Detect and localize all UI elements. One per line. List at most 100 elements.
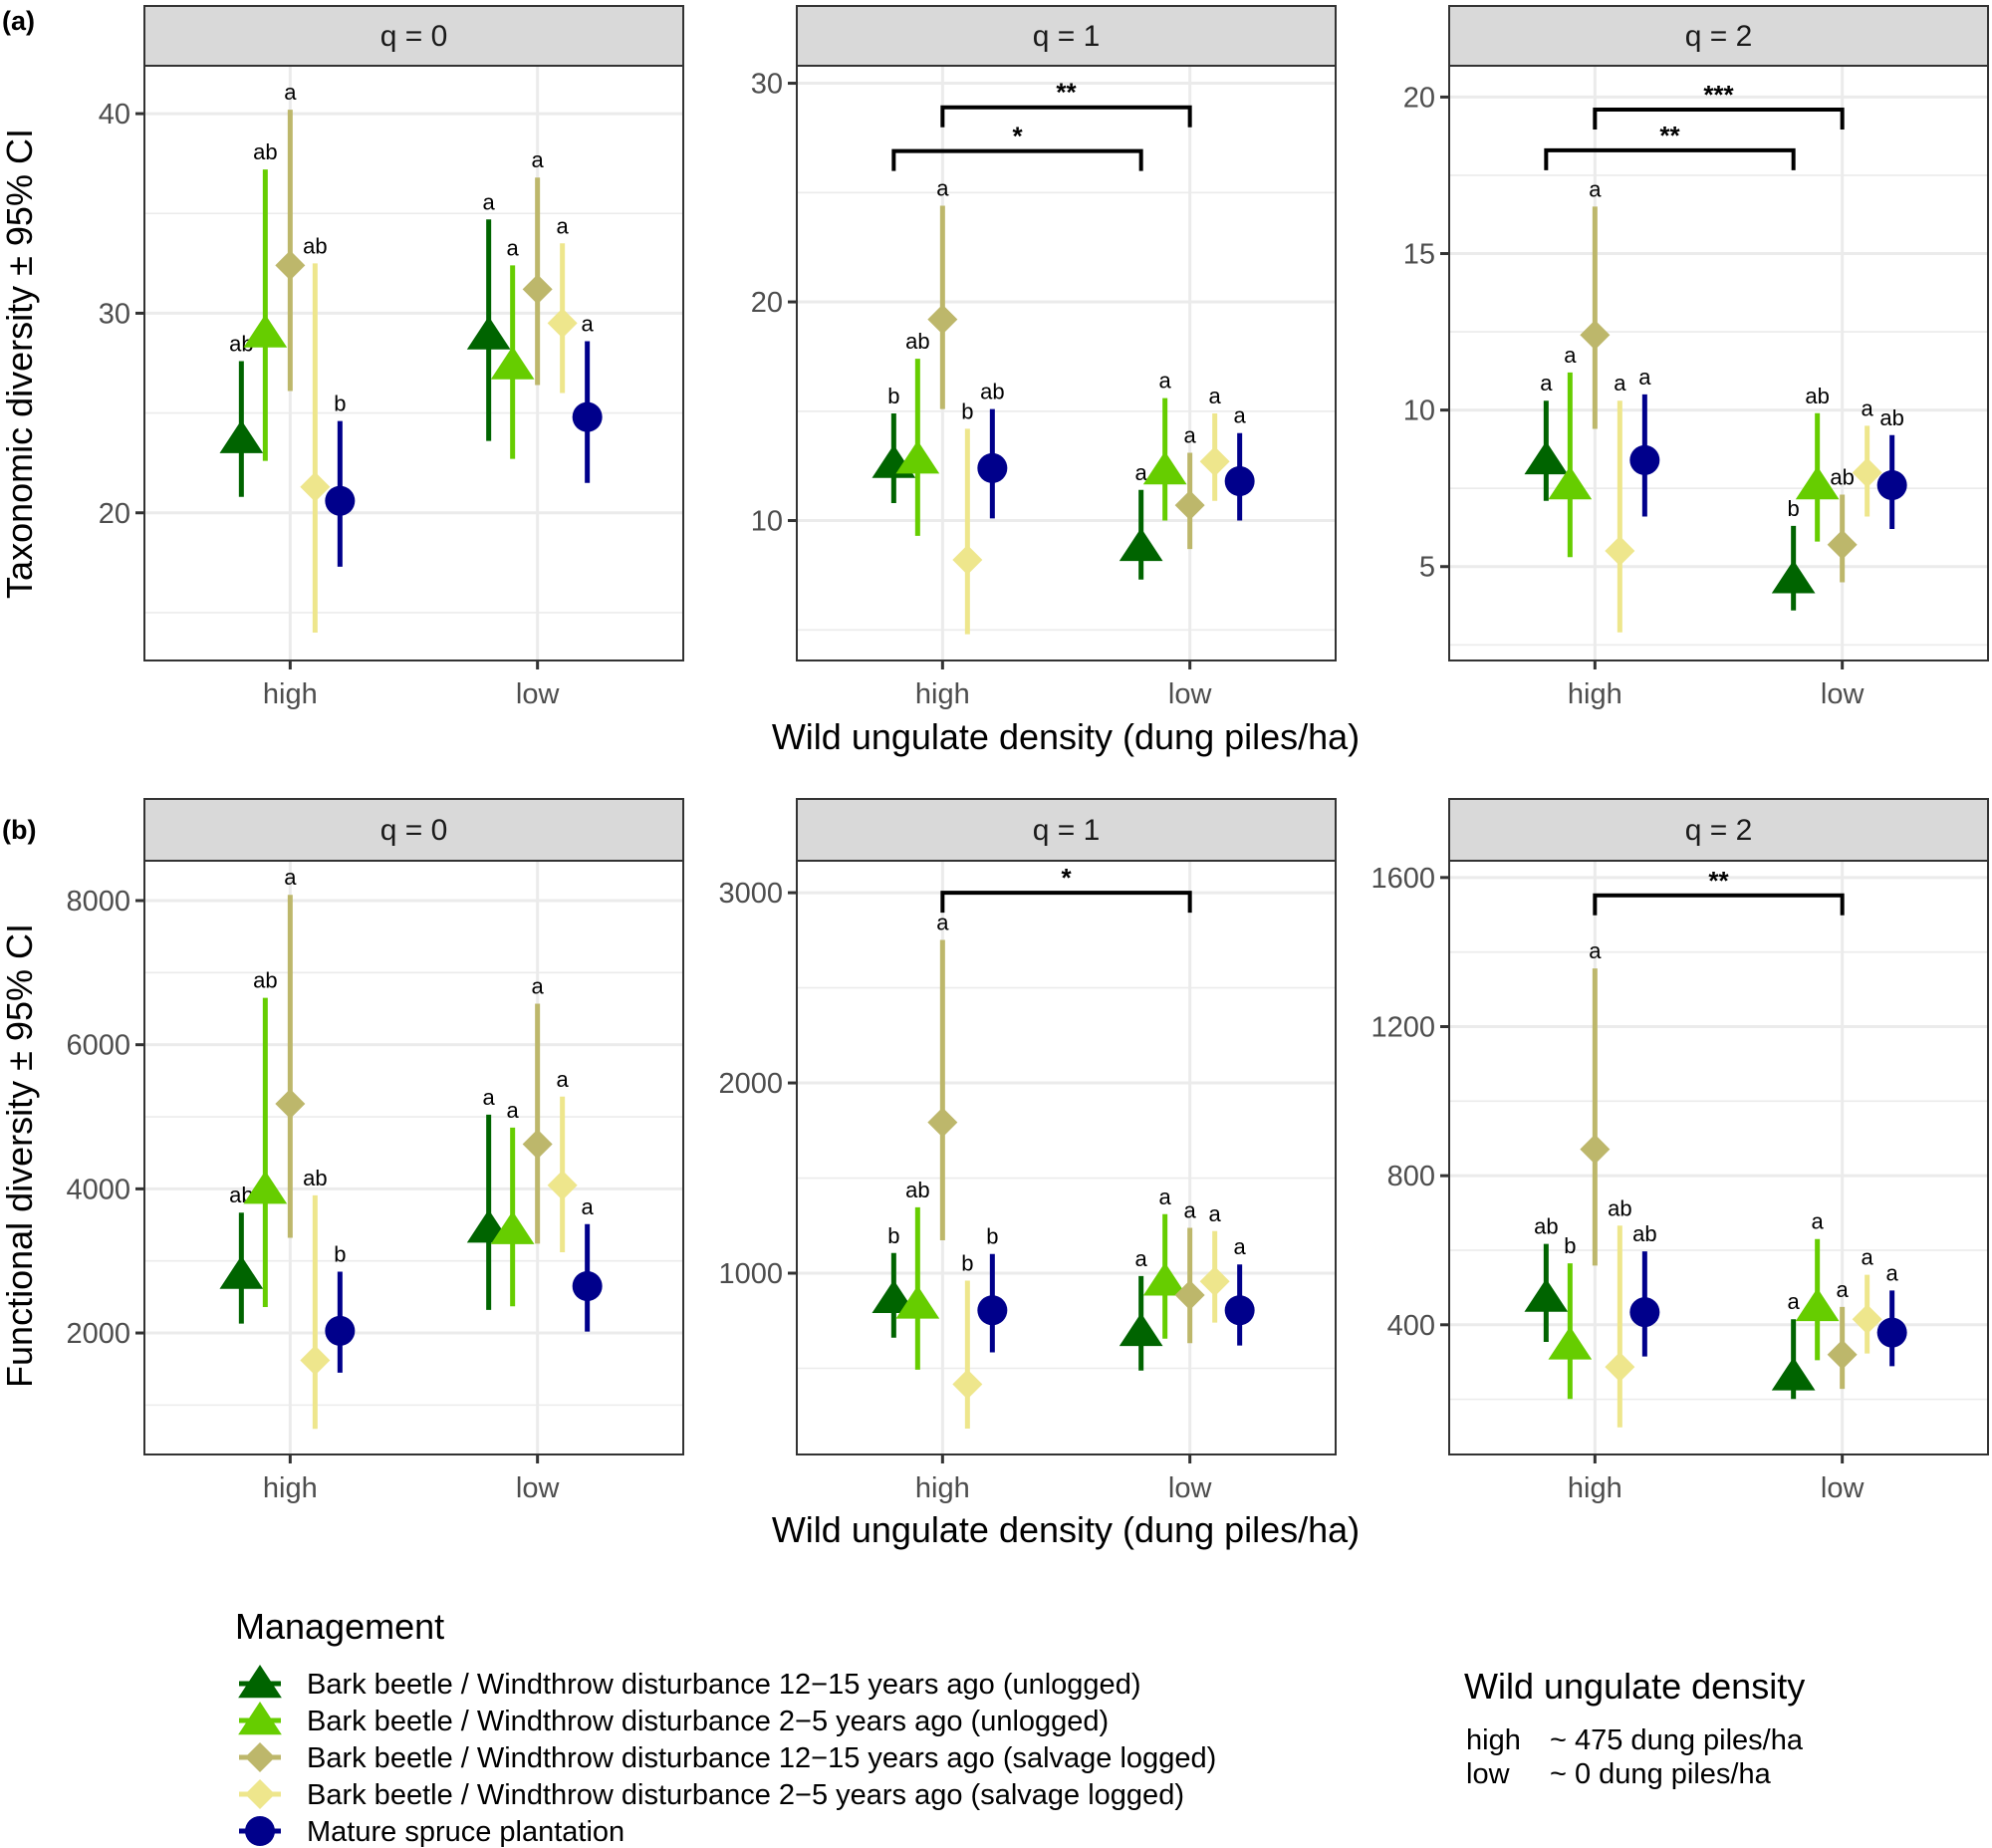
series-3: ab a: [1605, 1195, 1882, 1428]
x-tick-label-high: high: [263, 1472, 318, 1504]
significance-bracket: [940, 891, 1192, 914]
significance-letter: a: [1837, 1277, 1850, 1302]
point-circle: [1224, 466, 1255, 497]
point-triangle: [872, 1279, 916, 1314]
point-diamond: [1580, 1134, 1611, 1165]
facet-strip-label: q = 0: [380, 814, 448, 847]
significance-letter: ab: [1534, 1214, 1558, 1239]
significance-bracket-label: ***: [1703, 80, 1734, 110]
significance-letter: b: [961, 398, 973, 423]
y-tick-label: 2000: [66, 1318, 130, 1350]
series-1: ab a: [895, 329, 1187, 536]
significance-letter: a: [1812, 1209, 1825, 1234]
significance-bracket: [940, 105, 1192, 128]
series-0: ab: [1524, 371, 1816, 611]
significance-letter: ab: [1805, 384, 1829, 408]
significance-letter: a: [1159, 369, 1172, 394]
series-4: aab: [1629, 365, 1907, 530]
significance-letter: a: [1589, 176, 1602, 201]
point-diamond: [300, 471, 331, 502]
significance-letter: a: [507, 1098, 520, 1123]
significance-letter: a: [1788, 1289, 1801, 1314]
panel-border: [1448, 860, 1989, 1455]
y-tick-label: 400: [1387, 1310, 1435, 1342]
series-2: aa: [927, 910, 1205, 1344]
point-diamond: [1174, 1279, 1205, 1310]
point-diamond: [927, 1107, 958, 1138]
x-axis-title-row-a: Wild ungulate density (dung piles/ha): [772, 716, 1360, 757]
legend-key-circle-icon: [245, 1816, 275, 1846]
facet-strip-label: q = 1: [1033, 814, 1101, 847]
legend-density: Wild ungulate density high ~ 475 dung pi…: [1464, 1666, 1805, 1790]
series-2: a ab: [1580, 176, 1858, 583]
panel-border: [1448, 65, 1989, 661]
y-tick-label: 20: [751, 287, 783, 319]
series-2: aa: [275, 865, 553, 1244]
significance-letter: ab: [253, 139, 277, 164]
significance-bracket: [1593, 893, 1845, 916]
point-diamond: [1580, 320, 1611, 351]
significance-bracket-label: *: [1061, 863, 1072, 893]
significance-letter: a: [1209, 1201, 1222, 1226]
legend-density-value-low: ~ 0 dung piles/ha: [1550, 1758, 1772, 1790]
point-circle: [1876, 470, 1907, 501]
significance-letter: ab: [303, 1166, 327, 1190]
legend-management: Management Bark beetle / Windthrow distu…: [235, 1606, 1216, 1848]
y-tick-label: 800: [1387, 1161, 1435, 1192]
significance-letter: ab: [1879, 405, 1903, 430]
point-triangle: [1119, 1312, 1163, 1347]
point-diamond: [1852, 1304, 1882, 1335]
legend-item-label: Bark beetle / Windthrow disturbance 2−5 …: [307, 1706, 1109, 1737]
significance-letter: a: [1234, 1234, 1247, 1259]
point-circle: [572, 401, 603, 432]
point-circle: [1224, 1295, 1255, 1326]
point-triangle: [1524, 440, 1569, 475]
point-diamond: [522, 274, 553, 305]
point-diamond: [300, 1345, 331, 1376]
significance-letter: a: [1862, 1245, 1874, 1270]
series-0: ba: [872, 1223, 1163, 1371]
point-diamond: [522, 1129, 553, 1160]
facet-strip: [796, 798, 1337, 862]
facet-strip: [1448, 798, 1989, 862]
point-circle: [325, 1315, 356, 1346]
legend-item-label: Mature spruce plantation: [307, 1816, 624, 1848]
significance-letter: a: [1614, 371, 1626, 396]
point-circle: [325, 485, 356, 516]
point-diamond: [1174, 490, 1205, 521]
significance-letter: a: [557, 1067, 570, 1092]
point-triangle: [490, 346, 535, 380]
panel-border: [143, 65, 684, 661]
series-4: ba: [325, 1194, 603, 1373]
facet-strip-label: q = 1: [1033, 20, 1101, 53]
significance-letter: ab: [905, 329, 929, 354]
significance-letter: b: [334, 392, 346, 416]
y-tick-label: 10: [751, 506, 783, 538]
point-diamond: [1827, 1339, 1858, 1370]
x-tick-label-low: low: [516, 1472, 561, 1504]
series-4: ab a: [1629, 1221, 1907, 1367]
point-circle: [1629, 1297, 1660, 1328]
x-tick-label-high: high: [263, 678, 318, 710]
facet-strip: [143, 5, 684, 67]
significance-letter: b: [1564, 1233, 1576, 1258]
significance-letter: a: [936, 175, 949, 200]
series-0: ba: [872, 384, 1163, 580]
significance-letter: a: [1184, 1198, 1197, 1223]
point-triangle: [219, 419, 264, 453]
significance-letter: ab: [905, 1178, 929, 1202]
plot-area: [144, 861, 683, 1454]
legend-item: Bark beetle / Windthrow disturbance 2−5 …: [239, 1779, 1184, 1811]
series-0: ab a: [1524, 1214, 1816, 1400]
y-tick-label: 40: [99, 99, 130, 131]
legend-management-title: Management: [235, 1606, 444, 1647]
point-triangle: [1119, 527, 1163, 562]
legend-item: Bark beetle / Windthrow disturbance 12−1…: [239, 1742, 1216, 1774]
x-tick-label-high: high: [1568, 678, 1622, 710]
x-tick-label-low: low: [516, 678, 561, 710]
